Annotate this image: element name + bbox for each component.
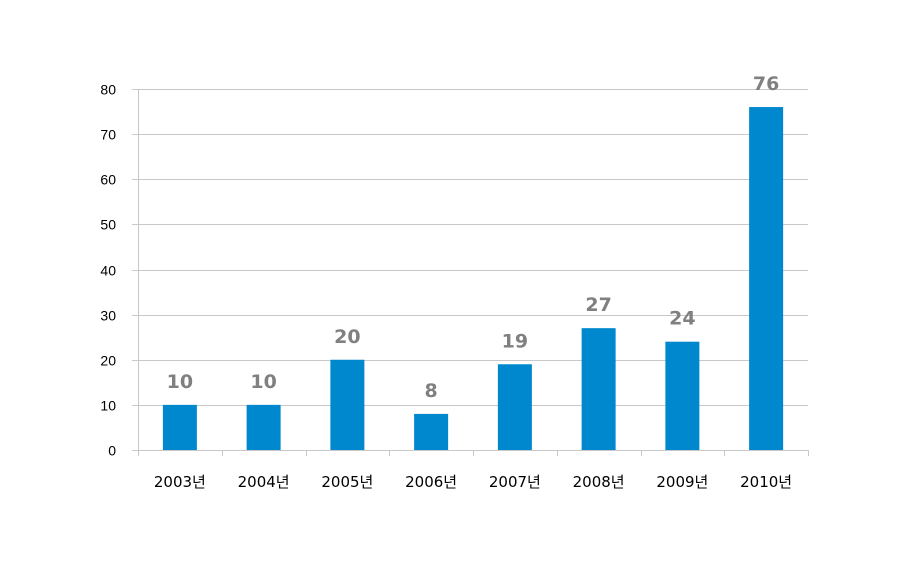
y-tick-label: 30 [100, 308, 116, 324]
data-label: 76 [753, 73, 779, 95]
axes [138, 89, 809, 456]
bar [162, 404, 197, 450]
y-tick-label: 0 [108, 443, 116, 459]
data-labels: 10 10 20 8 19 27 24 76 [167, 73, 780, 402]
y-tick-label: 20 [100, 353, 116, 369]
x-tick-labels: 2003년 2004년 2005년 2006년 2007년 2008년 2009년 2010년 [154, 473, 792, 491]
x-tick-label: 2006년 [405, 473, 457, 491]
bar [246, 404, 281, 450]
x-tick-label: 2007년 [489, 473, 541, 491]
y-tick-labels: 0 10 20 30 40 50 60 70 80 [100, 82, 116, 459]
gridlines [132, 89, 808, 451]
y-tick-label: 80 [100, 82, 116, 98]
data-label: 27 [585, 294, 611, 316]
bar [581, 328, 616, 450]
x-tick-label: 2009년 [656, 473, 708, 491]
x-tick-label: 2003년 [154, 473, 206, 491]
bar [749, 107, 784, 451]
x-tick-label: 2005년 [321, 473, 373, 491]
data-label: 10 [167, 371, 193, 393]
bar [330, 359, 365, 450]
bar [665, 341, 700, 450]
data-label: 8 [425, 380, 438, 402]
bar [414, 413, 449, 450]
x-tick-label: 2004년 [238, 473, 290, 491]
bars [162, 107, 784, 451]
data-label: 20 [334, 326, 360, 348]
bar [497, 364, 532, 450]
x-tick-label: 2010년 [740, 473, 792, 491]
y-tick-label: 50 [100, 217, 116, 233]
data-label: 24 [669, 308, 695, 330]
y-tick-label: 10 [100, 398, 116, 414]
x-tick-label: 2008년 [573, 473, 625, 491]
data-label: 10 [250, 371, 276, 393]
y-tick-label: 70 [100, 127, 116, 143]
y-tick-label: 40 [100, 263, 116, 279]
data-label: 19 [502, 330, 528, 352]
y-tick-label: 60 [100, 172, 116, 188]
